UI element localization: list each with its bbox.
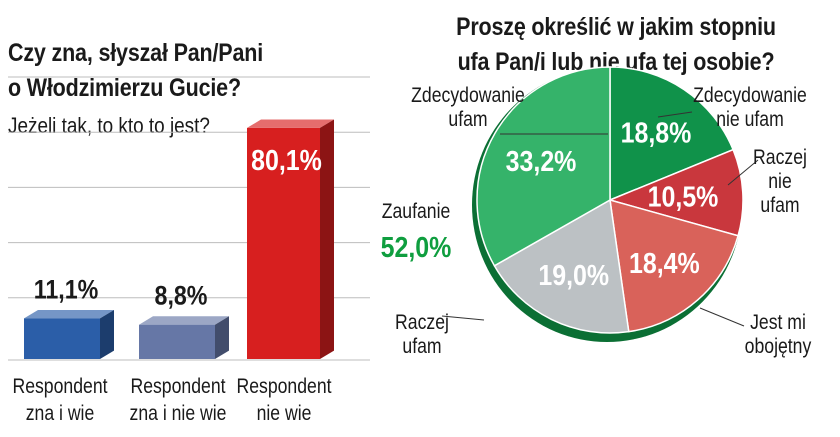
bar-value-label: 11,1% — [34, 275, 99, 305]
slice-value-label: 33,2% — [506, 145, 577, 177]
slice-category-label: Zdecydowanie — [411, 84, 525, 108]
bar — [247, 127, 320, 359]
bar — [24, 318, 100, 359]
bar-side-face — [215, 316, 229, 359]
bar-category-label: zna i nie wie — [130, 402, 227, 426]
slice-category-label: ufam — [760, 194, 799, 218]
bar-category-label: Respondent — [236, 375, 332, 399]
trust-level-pie-panel: Proszę określić w jakim stopniu ufa Pan/… — [372, 0, 840, 437]
leader-line — [657, 111, 693, 118]
group-label: Zaufanie — [382, 200, 451, 224]
bar-category-label: Respondent — [130, 375, 226, 399]
bar — [139, 324, 215, 359]
pie-chart-title: Proszę określić w jakim stopniu ufa Pan/… — [435, 10, 796, 80]
slice-value-label: 19,0% — [538, 259, 609, 291]
slice-category-label: ufam — [448, 108, 487, 132]
leader-line — [727, 159, 759, 186]
pie-slice — [609, 66, 735, 202]
bar-category-label: nie wie — [257, 402, 312, 426]
slice-category-label: Jest mi — [750, 311, 806, 335]
bar-chart: 11,1% Respondent zna i wie 8,8% Respondent zn… — [8, 76, 370, 426]
pie-slice — [607, 148, 744, 237]
pie-slice — [609, 198, 740, 333]
bar-chart-title-line: Czy zna, słyszał Pan/Pani — [8, 39, 264, 67]
bar-group — [247, 119, 334, 359]
bar-top-face — [247, 119, 334, 128]
slice-value-label: 10,5% — [648, 181, 719, 213]
pie-slice — [493, 198, 630, 334]
pie-chart: 18,8%10,5%18,4%19,0%33,2%Zdecydowanieufa… — [381, 66, 812, 359]
bar-group — [24, 309, 114, 359]
slice-category-label: nie ufam — [716, 108, 784, 132]
bar-top-face — [24, 309, 114, 319]
slice-value-label: 18,8% — [621, 117, 692, 149]
pie-chart-title-line: Proszę określić w jakim stopniu — [456, 13, 776, 41]
slice-category-label: Zdecydowanie — [693, 84, 807, 108]
bar-chart-title: Czy zna, słyszał Pan/Pani o Włodzimierzu… — [8, 36, 263, 106]
slice-value-label: 18,4% — [629, 247, 700, 279]
group-value-label: 52,0% — [381, 231, 452, 263]
leader-line — [441, 315, 485, 321]
bar-side-face — [100, 309, 114, 359]
leader-line — [699, 307, 745, 327]
slice-category-label: nie — [768, 170, 792, 194]
slice-category-label: ufam — [402, 335, 441, 359]
bar-value-label: 8,8% — [155, 281, 208, 311]
trust-awareness-bar-panel: Czy zna, słyszał Pan/Pani o Włodzimierzu… — [0, 0, 380, 437]
slice-category-label: obojętny — [745, 335, 812, 359]
pie-slice — [476, 66, 611, 267]
bar-group — [139, 316, 229, 359]
bar-category-label: zna i wie — [26, 402, 95, 426]
slice-category-label: Raczej — [753, 146, 807, 170]
bar-chart-subtitle: Jeżeli tak, to kto to jest? — [8, 113, 210, 138]
bar-value-label: 80,1% — [251, 144, 322, 176]
bar-side-face — [320, 119, 334, 359]
slice-category-label: Raczej — [395, 311, 449, 335]
bar-top-face — [139, 316, 229, 325]
bar-chart-title-line: o Włodzimierzu Gucie? — [8, 74, 241, 102]
bar-category-label: Respondent — [12, 375, 108, 399]
